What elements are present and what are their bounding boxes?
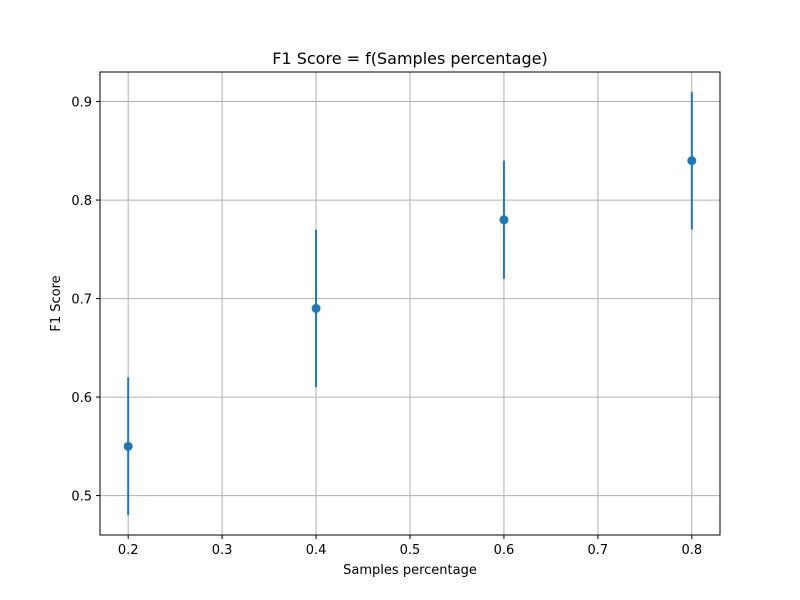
data-point bbox=[311, 303, 321, 313]
ticks-layer: 0.2 0.3 0.4 0.5 0.6 0.7 0.8 0.5 0.6 0.7 0.8 0.9 bbox=[71, 96, 702, 558]
series-layer bbox=[123, 91, 697, 516]
chart-title: F1 Score = f(Samples percentage) bbox=[272, 49, 547, 68]
x-tick-label: 0.2 bbox=[118, 543, 139, 558]
x-tick-label: 0.5 bbox=[400, 543, 421, 558]
x-tick-label: 0.8 bbox=[681, 543, 702, 558]
data-point bbox=[499, 215, 509, 225]
y-axis-label: F1 Score bbox=[49, 275, 64, 331]
y-tick-label: 0.9 bbox=[71, 96, 92, 111]
x-tick-label: 0.6 bbox=[494, 543, 515, 558]
x-axis-label: Samples percentage bbox=[343, 563, 477, 578]
x-tick-label: 0.4 bbox=[306, 543, 327, 558]
y-tick-label: 0.8 bbox=[71, 194, 92, 209]
grid-layer bbox=[100, 72, 720, 535]
x-tick-label: 0.3 bbox=[212, 543, 233, 558]
data-point bbox=[123, 441, 133, 451]
y-tick-label: 0.5 bbox=[71, 490, 92, 505]
x-tick-label: 0.7 bbox=[588, 543, 609, 558]
data-point bbox=[687, 156, 697, 166]
y-tick-label: 0.6 bbox=[71, 391, 92, 406]
y-tick-label: 0.7 bbox=[71, 293, 92, 308]
